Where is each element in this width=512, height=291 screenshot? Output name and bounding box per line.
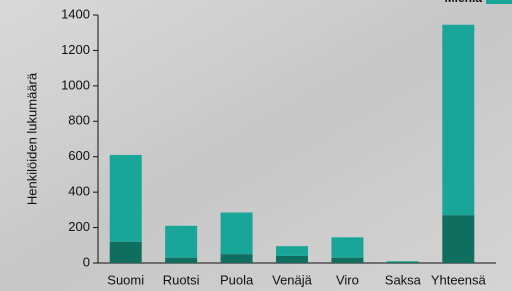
legend-label: Miehiä — [445, 0, 483, 5]
bar-segment — [442, 215, 474, 263]
bar-segment — [165, 258, 197, 263]
bar-segment — [110, 155, 142, 242]
bar-segment — [221, 254, 253, 263]
x-tick-label: Viro — [336, 272, 359, 287]
x-tick-label: Saksa — [385, 272, 422, 287]
bar-segment — [110, 242, 142, 263]
bar-segment — [387, 261, 419, 262]
y-tick-label: 400 — [68, 184, 90, 199]
bar-segment — [442, 25, 474, 215]
y-tick-label: 1400 — [61, 6, 90, 21]
x-tick-label: Yhteensä — [431, 272, 487, 287]
y-tick-label: 600 — [68, 148, 90, 163]
y-tick-label: 1200 — [61, 42, 90, 57]
bar-segment — [221, 213, 253, 255]
x-tick-label: Venäjä — [272, 272, 313, 287]
x-tick-label: Suomi — [107, 272, 144, 287]
bar-segment — [276, 256, 308, 263]
y-axis-label: Henkilöiden lukumäärä — [24, 72, 39, 205]
y-tick-label: 0 — [83, 254, 90, 269]
x-tick-label: Ruotsi — [163, 272, 200, 287]
chart: Henkilöiden lukumäärä 0 200 400 600 800 1000 1… — [0, 0, 512, 291]
legend-swatch — [486, 0, 512, 4]
bar-segment — [165, 226, 197, 258]
bar-segment — [276, 246, 308, 256]
y-tick-label: 1000 — [61, 77, 90, 92]
y-tick-label: 200 — [68, 219, 90, 234]
y-tick-label: 800 — [68, 113, 90, 128]
bar-segment — [387, 262, 419, 263]
bar-segment — [331, 237, 363, 257]
x-tick-label: Puola — [220, 272, 254, 287]
bar-segment — [331, 258, 363, 263]
